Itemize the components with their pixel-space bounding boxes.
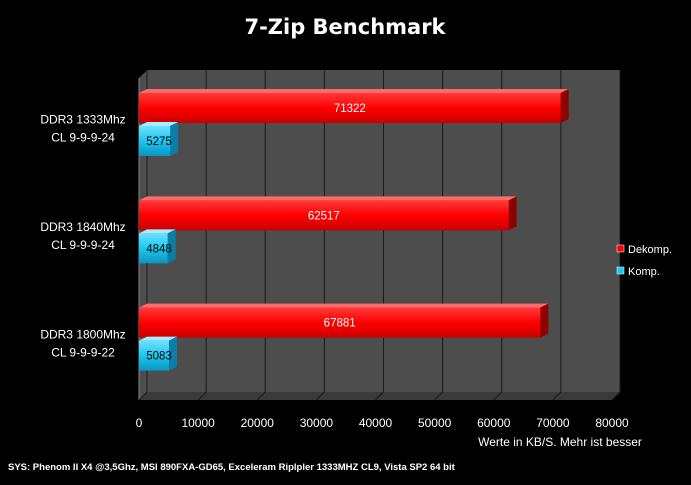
- bar-top-face: [139, 196, 517, 201]
- bar-side-face: [540, 303, 549, 338]
- bar-dekomp: [139, 307, 541, 338]
- x-tick-label: 40000: [359, 416, 393, 430]
- bar-top-face: [139, 89, 569, 93]
- gridline-floor: [434, 391, 443, 401]
- category-label: CL 9-9-9-24: [51, 131, 115, 145]
- chart-title: 7-Zip Benchmark: [244, 15, 446, 39]
- bar-dekomp: [139, 93, 561, 123]
- bar-side-face: [170, 122, 179, 156]
- x-tick-label: 60000: [477, 416, 511, 430]
- category-label: DDR3 1840Mhz: [40, 220, 125, 234]
- bar-komp: [139, 340, 170, 371]
- gridline-floor: [138, 391, 148, 401]
- data-label: 71322: [334, 103, 366, 115]
- legend: Dekomp. Komp.: [616, 244, 672, 278]
- legend-label-komp: Komp.: [628, 266, 660, 278]
- legend-swatch-komp: [616, 266, 625, 275]
- gridline-floor: [375, 391, 384, 401]
- bar-side-face: [560, 89, 569, 123]
- category-label: CL 9-9-9-22: [51, 345, 115, 359]
- gridline-floor: [552, 391, 562, 401]
- category-label: CL 9-9-9-24: [51, 238, 115, 252]
- bar-top-face: [139, 229, 176, 234]
- x-tick-label: 80000: [595, 416, 629, 430]
- x-tick-label: 50000: [418, 416, 452, 430]
- bar-side-face: [169, 336, 178, 371]
- data-label: 62517: [308, 210, 340, 222]
- bar-top-face: [139, 336, 178, 341]
- gridline-floor: [493, 391, 503, 401]
- x-tick-label: 0: [136, 416, 143, 430]
- bar-dekomp: [139, 200, 509, 231]
- gridline-floor: [197, 391, 207, 401]
- category-label: DDR3 1800Mhz: [40, 327, 125, 341]
- system-footnote: SYS: Phenom II X4 @3,5Ghz, MSI 890FXA-GD…: [8, 462, 456, 473]
- data-label: 5083: [146, 351, 172, 363]
- x-axis-label: Werte in KB/S. Mehr ist besser: [478, 435, 642, 449]
- legend-label-dekomp: Dekomp.: [628, 244, 672, 256]
- plot-area: 0 10000 20000 30000 40000 50000 60000 70000 8000…: [40, 70, 629, 430]
- bar-top-face: [139, 122, 179, 126]
- bar-komp: [139, 233, 168, 264]
- gridline-floor: [256, 391, 266, 401]
- data-label: 5275: [146, 136, 172, 148]
- data-label: 4848: [146, 243, 172, 255]
- x-tick-label: 30000: [300, 416, 334, 430]
- bar-komp: [139, 126, 171, 156]
- bar-side-face: [508, 196, 517, 231]
- bar-top-face: [139, 303, 549, 308]
- x-tick-label: 20000: [241, 416, 275, 430]
- category-label: DDR3 1333Mhz: [40, 113, 125, 127]
- gridline-floor: [316, 391, 325, 401]
- x-tick-label: 10000: [181, 416, 215, 430]
- gridline-floor: [611, 391, 621, 401]
- bar-side-face: [167, 229, 176, 264]
- x-tick-label: 70000: [536, 416, 570, 430]
- data-label: 67881: [324, 318, 356, 330]
- legend-swatch-dekomp: [616, 244, 625, 253]
